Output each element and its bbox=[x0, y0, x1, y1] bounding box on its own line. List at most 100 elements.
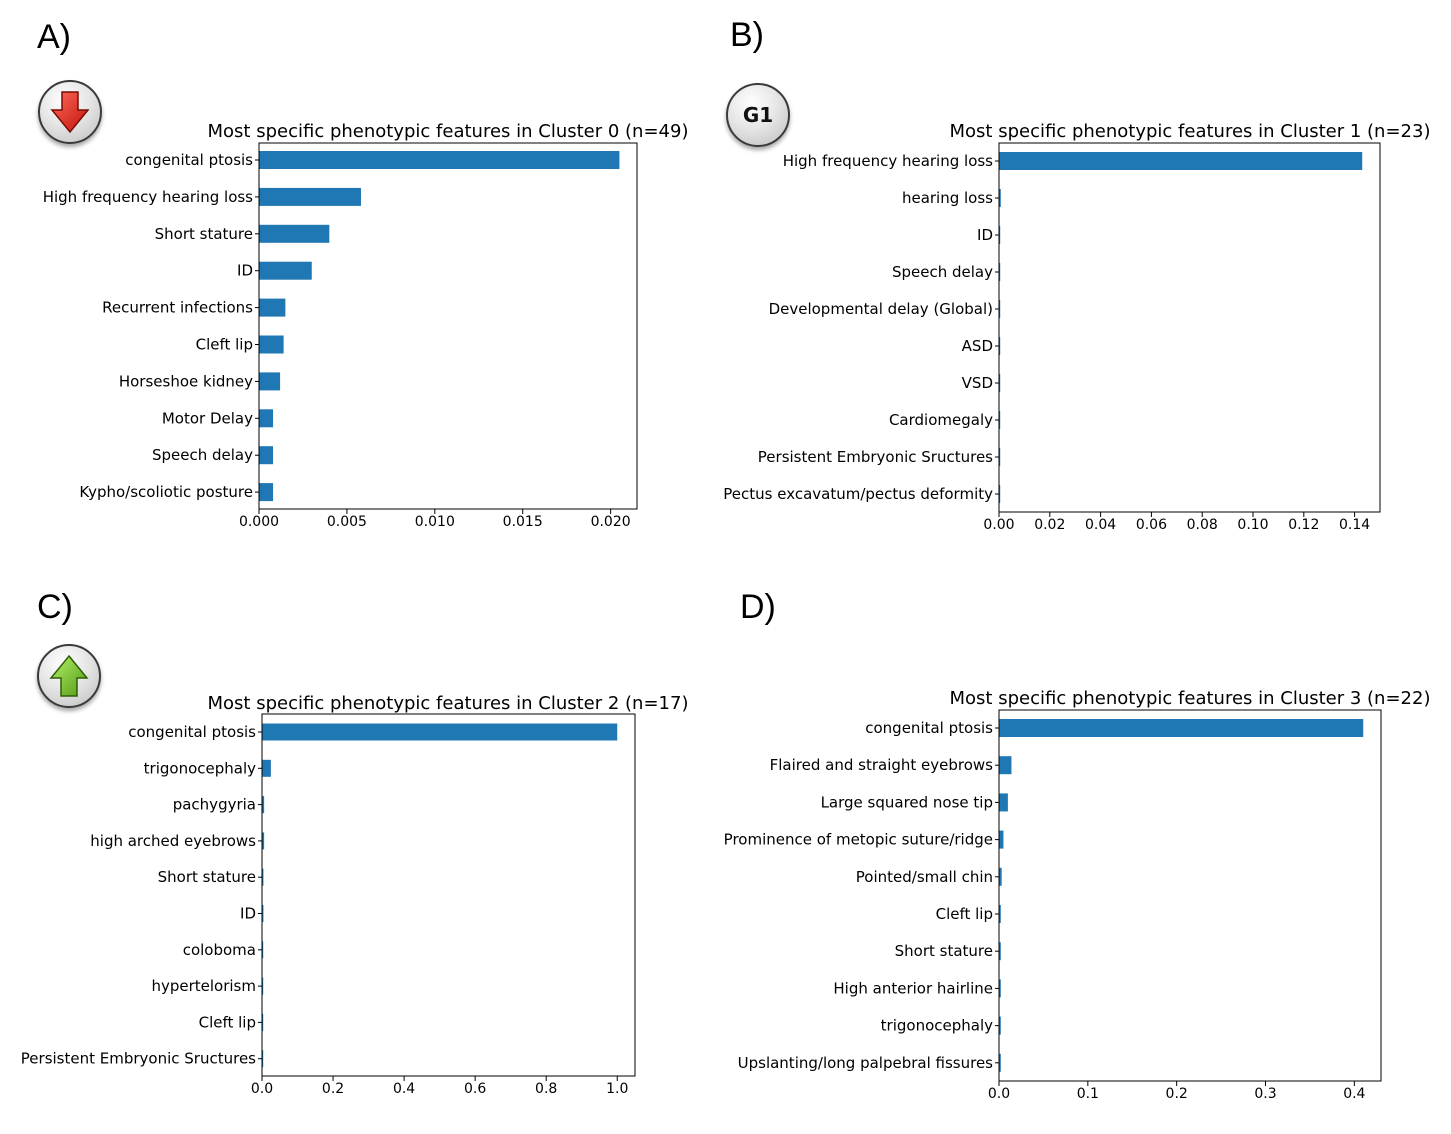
category-label: Large squared nose tip bbox=[821, 793, 993, 811]
bar bbox=[259, 372, 281, 391]
g1-badge-label: G1 bbox=[742, 103, 774, 127]
category-label: Cleft lip bbox=[199, 1013, 256, 1031]
category-label: Short stature bbox=[155, 225, 253, 243]
bar bbox=[999, 485, 1001, 503]
bar bbox=[259, 261, 312, 280]
category-label: hearing loss bbox=[902, 189, 993, 207]
panel-letter-c: C) bbox=[37, 588, 73, 626]
bar bbox=[259, 483, 274, 502]
x-tick-label: 0.10 bbox=[1237, 517, 1268, 533]
x-tick-label: 0.08 bbox=[1187, 517, 1218, 533]
bar bbox=[999, 1016, 1001, 1035]
category-label: congenital ptosis bbox=[865, 719, 993, 737]
x-tick-label: 0.02 bbox=[1034, 517, 1065, 533]
category-label: coloboma bbox=[183, 941, 256, 959]
bar bbox=[999, 263, 1001, 281]
bar bbox=[259, 298, 286, 317]
category-label: ASD bbox=[962, 337, 993, 355]
category-label: ID bbox=[240, 905, 256, 923]
bar bbox=[999, 756, 1012, 775]
chart-title: Most specific phenotypic features in Clu… bbox=[208, 121, 689, 142]
category-label: ID bbox=[237, 262, 253, 280]
bar bbox=[259, 151, 620, 169]
category-label: VSD bbox=[962, 374, 993, 392]
bar bbox=[262, 723, 618, 741]
red-down-arrow-icon bbox=[38, 80, 102, 144]
x-tick-label: 0.3 bbox=[1254, 1086, 1276, 1102]
bar bbox=[999, 719, 1364, 737]
panel-letter-a: A) bbox=[37, 18, 71, 56]
category-label: trigonocephaly bbox=[144, 759, 256, 777]
category-label: High frequency hearing loss bbox=[43, 188, 253, 206]
x-tick-label: 0.12 bbox=[1288, 517, 1319, 533]
bar bbox=[999, 189, 1001, 207]
bar bbox=[999, 942, 1001, 961]
bar bbox=[999, 226, 1001, 244]
chart-cluster-2: Most specific phenotypic features in Clu… bbox=[21, 693, 689, 1097]
panel-letter-b: B) bbox=[730, 16, 764, 54]
bar bbox=[999, 793, 1008, 812]
category-label: congenital ptosis bbox=[125, 151, 253, 169]
chart-title: Most specific phenotypic features in Clu… bbox=[950, 688, 1431, 709]
category-label: Developmental delay (Global) bbox=[769, 300, 993, 318]
bar bbox=[262, 1050, 264, 1068]
bar bbox=[262, 759, 271, 777]
bar bbox=[999, 152, 1363, 170]
category-label: Upslanting/long palpebral fissures bbox=[738, 1054, 994, 1072]
plot-frame bbox=[998, 142, 1381, 513]
x-tick-label: 0.2 bbox=[1166, 1086, 1188, 1102]
bar bbox=[259, 409, 274, 428]
category-label: hypertelorism bbox=[151, 977, 256, 995]
x-tick-label: 0.1 bbox=[1077, 1086, 1099, 1102]
x-tick-label: 0.010 bbox=[415, 514, 455, 530]
x-tick-label: 1.0 bbox=[606, 1081, 628, 1097]
x-tick-label: 0.005 bbox=[327, 514, 367, 530]
x-tick-label: 0.00 bbox=[983, 517, 1014, 533]
category-label: Speech delay bbox=[152, 446, 253, 464]
x-tick-label: 0.015 bbox=[503, 514, 543, 530]
category-label: Cleft lip bbox=[936, 905, 993, 923]
bar bbox=[999, 300, 1001, 318]
bar bbox=[999, 448, 1001, 466]
bar bbox=[999, 337, 1001, 355]
category-label: ID bbox=[977, 226, 993, 244]
bar bbox=[259, 187, 361, 206]
bar bbox=[262, 1013, 264, 1031]
x-tick-label: 0.14 bbox=[1339, 517, 1370, 533]
bar bbox=[259, 224, 330, 243]
chart-title: Most specific phenotypic features in Clu… bbox=[950, 121, 1431, 142]
bar bbox=[259, 335, 284, 354]
plot-frame bbox=[258, 142, 638, 510]
x-tick-label: 0.000 bbox=[239, 514, 279, 530]
x-tick-label: 0.020 bbox=[591, 514, 631, 530]
bar bbox=[999, 374, 1001, 392]
bar bbox=[999, 411, 1001, 429]
category-label: high arched eyebrows bbox=[90, 832, 256, 850]
bar bbox=[259, 446, 274, 465]
category-label: Speech delay bbox=[892, 263, 993, 281]
g1-badge-icon: G1 bbox=[726, 83, 790, 147]
category-label: Cardiomegaly bbox=[889, 411, 993, 429]
category-label: Cleft lip bbox=[196, 336, 253, 354]
category-label: congenital ptosis bbox=[128, 723, 256, 741]
chart-cluster-1: Most specific phenotypic features in Clu… bbox=[723, 121, 1430, 533]
bar bbox=[999, 905, 1001, 923]
category-label: Persistent Embryonic Sructures bbox=[21, 1050, 256, 1068]
category-label: Prominence of metopic suture/ridge bbox=[724, 831, 993, 849]
category-label: trigonocephaly bbox=[881, 1017, 993, 1035]
category-label: Recurrent infections bbox=[102, 299, 253, 317]
x-tick-label: 0.6 bbox=[464, 1081, 486, 1097]
plot-frame bbox=[998, 709, 1382, 1082]
category-label: pachygyria bbox=[173, 796, 256, 814]
green-up-arrow-icon bbox=[37, 644, 101, 708]
category-label: Kypho/scoliotic posture bbox=[79, 483, 253, 501]
category-label: Flaired and straight eyebrows bbox=[770, 756, 994, 774]
x-tick-label: 0.0 bbox=[988, 1086, 1010, 1102]
bar bbox=[262, 832, 265, 850]
category-label: Short stature bbox=[895, 942, 993, 960]
category-label: Short stature bbox=[158, 868, 256, 886]
category-label: High frequency hearing loss bbox=[783, 152, 993, 170]
bar bbox=[262, 941, 264, 959]
x-tick-label: 0.06 bbox=[1136, 517, 1167, 533]
chart-cluster-3: Most specific phenotypic features in Clu… bbox=[724, 688, 1431, 1102]
